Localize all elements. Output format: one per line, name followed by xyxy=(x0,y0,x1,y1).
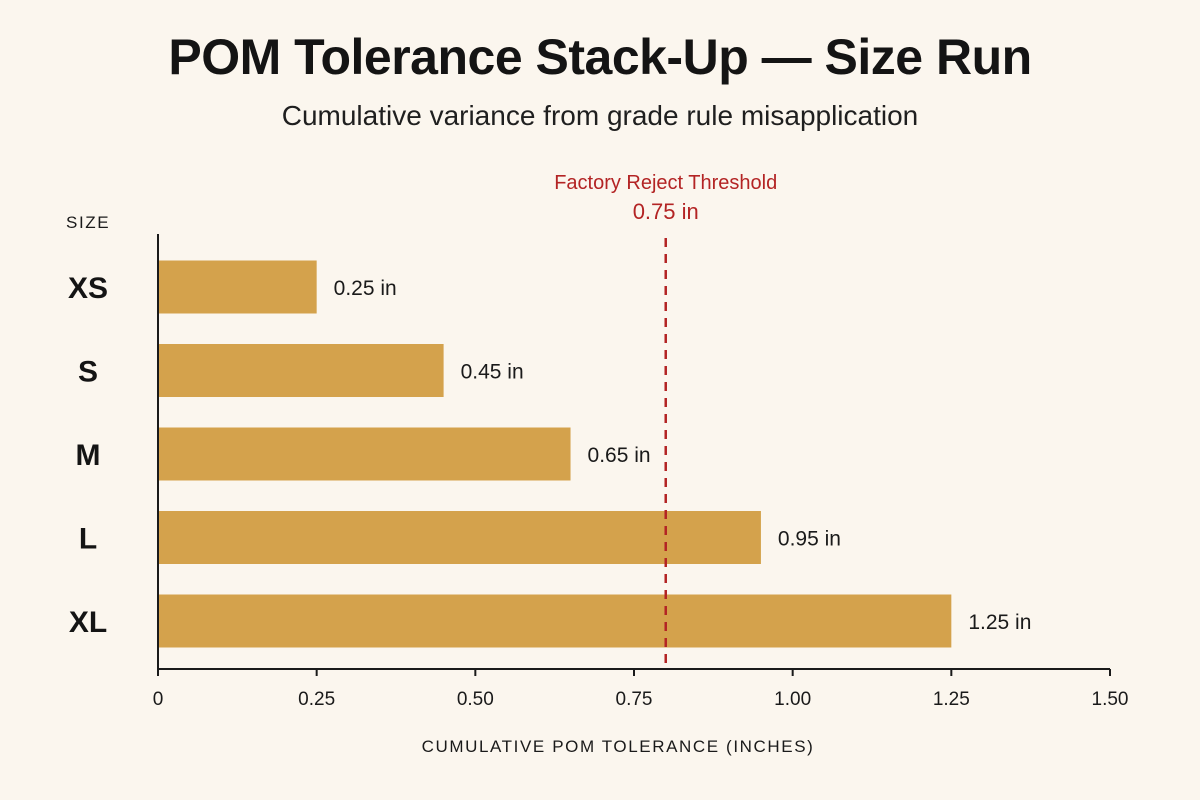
bar-m xyxy=(159,427,571,481)
category-label-m: M xyxy=(76,439,101,472)
x-axis-title: CUMULATIVE POM TOLERANCE (INCHES) xyxy=(422,737,815,756)
x-tick-label: 0 xyxy=(153,689,164,710)
x-tick-label: 1.00 xyxy=(774,689,811,710)
y-axis-title: SIZE xyxy=(66,213,110,232)
x-tick-label: 0.25 xyxy=(298,689,335,710)
category-label-xl: XL xyxy=(69,606,107,639)
bar-xl xyxy=(159,594,952,648)
category-label-s: S xyxy=(78,356,98,389)
x-tick-label: 0.50 xyxy=(457,689,494,710)
threshold-value-label: 0.75 in xyxy=(633,199,699,224)
threshold-label: Factory Reject Threshold xyxy=(554,172,777,194)
chart-title: POM Tolerance Stack-Up — Size Run xyxy=(168,29,1032,85)
value-label-s: 0.45 in xyxy=(461,361,524,384)
x-tick-label: 1.25 xyxy=(933,689,970,710)
category-label-l: L xyxy=(79,523,97,556)
category-label-xs: XS xyxy=(68,272,108,305)
bar-l xyxy=(159,511,761,564)
value-label-l: 0.95 in xyxy=(778,528,841,551)
value-label-xs: 0.25 in xyxy=(334,277,397,300)
x-tick-label: 0.75 xyxy=(616,689,653,710)
value-label-m: 0.65 in xyxy=(588,444,651,467)
ticks-layer: 0 0.25 0.50 0.75 1.00 1.25 1.50 xyxy=(153,669,1129,710)
bar-xs xyxy=(159,260,317,314)
x-tick-label: 1.50 xyxy=(1092,689,1129,710)
value-label-xl: 1.25 in xyxy=(968,611,1031,634)
chart-subtitle: Cumulative variance from grade rule misa… xyxy=(281,100,919,131)
threshold-layer: Factory Reject Threshold 0.75 in xyxy=(554,172,777,664)
bar-s xyxy=(159,344,444,397)
bars-layer: XS 0.25 in S 0.45 in M 0.65 in L 0.95 in XL 1.25 … xyxy=(68,260,1031,648)
